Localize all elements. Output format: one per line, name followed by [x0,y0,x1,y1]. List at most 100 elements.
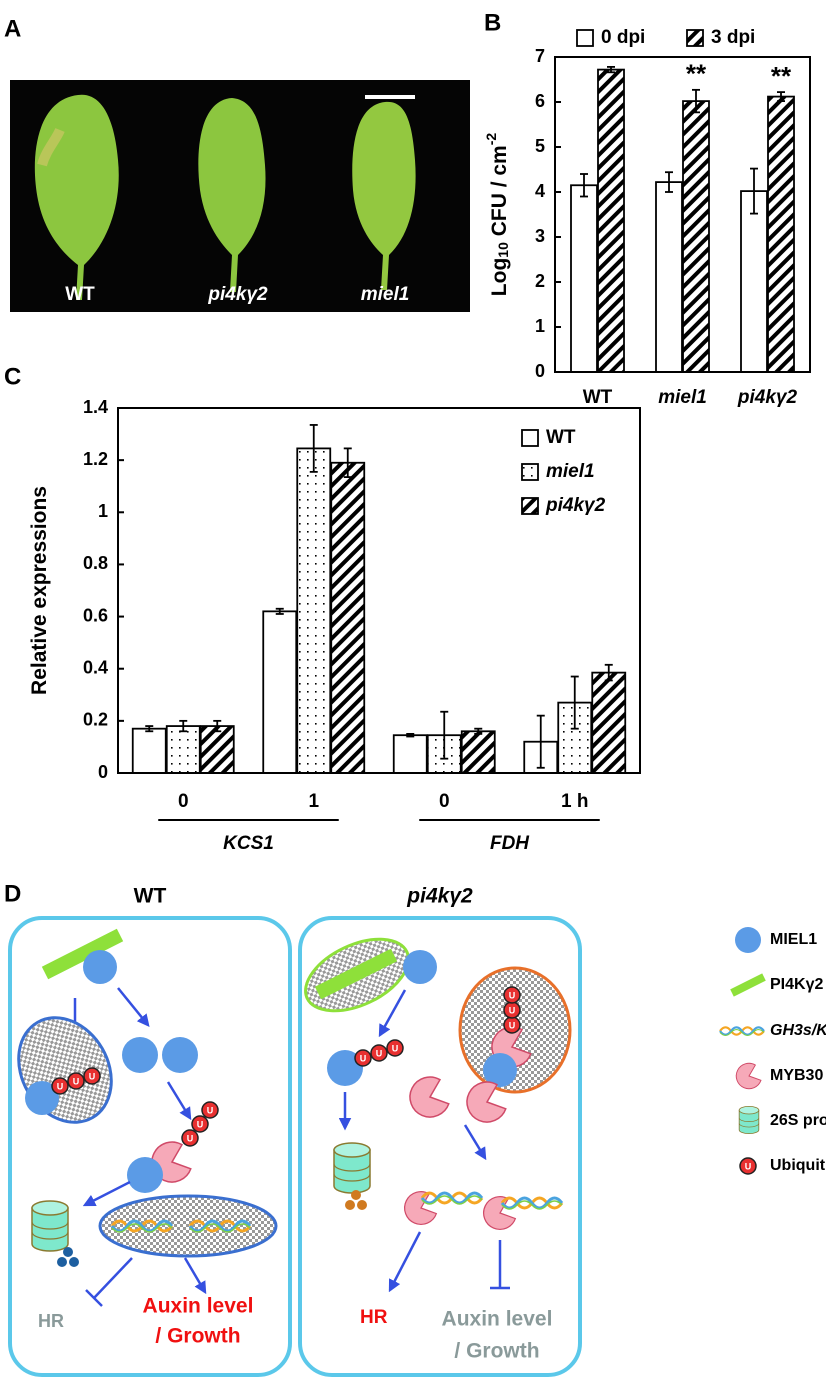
leaf-label: pi4kγ2 [207,284,268,305]
error-bar [474,727,483,735]
error-bar [343,447,352,478]
error-bar [275,607,284,615]
error-bar [580,173,588,198]
y-tick-label: 0.8 [83,553,108,573]
ubiquitin-label: U [745,1161,752,1171]
error-bar [440,710,449,760]
bar [740,190,768,373]
ubiquitin-label: U [509,1005,516,1015]
panel-label: C [4,363,21,390]
bar [131,727,167,774]
y-tick-label: 2 [535,271,545,291]
ubiquitin-circle [503,986,521,1004]
y-axis-label-part: 10 [495,242,511,258]
bar [767,95,795,373]
plot-frame [554,56,811,373]
error-bar [750,167,758,215]
ubiquitin: U [739,1157,757,1175]
bar [655,181,683,373]
error-bar [604,663,613,682]
ubiquitin-circle [83,1067,101,1085]
legend-label: 0 dpi [601,27,645,48]
y-tick-label: 0.6 [83,605,108,625]
legend-label: PI4Kγ2 [770,976,823,993]
ubiquitin-circle [67,1072,85,1090]
ubiquitin: U [191,1115,209,1133]
plot-frame [117,407,641,774]
x-tick-label: 1 [308,791,319,812]
group-label: FDH [490,833,530,854]
ubiquitin-label: U [187,1133,194,1143]
legend-label: 3 dpi [711,27,755,48]
significance-label: ** [771,61,792,91]
y-axis-label-part: CFU / cm [488,145,511,242]
ubiquitin-circle [181,1129,199,1147]
legend-label: 26S proteasome [770,1112,826,1129]
error-bar [406,732,415,738]
auxin-label: / Growth [155,1325,240,1348]
bar [262,610,298,774]
ubiquitin-circle [201,1101,219,1119]
ubiquitin-circle [386,1039,404,1057]
bar [597,68,625,373]
diagram-mutant [298,916,582,1377]
ubiquitin: U [370,1044,388,1062]
y-tick-label: 0 [535,361,545,381]
panel-label: A [4,15,21,42]
legend-swatch [521,497,539,515]
bar [296,447,332,774]
y-axis-label: Relative expressions [28,486,51,695]
y-tick-label: 3 [535,226,545,246]
error-bar [145,725,154,733]
error-bar [570,675,579,730]
legend-swatch [521,463,539,481]
ubiquitin-label: U [360,1053,367,1063]
x-tick-label: pi4kγ2 [737,387,798,408]
ubiquitin: U [503,1016,521,1034]
ubiquitin-label: U [509,990,516,1000]
legend-swatch [576,29,594,47]
hr-label: HR [38,1311,64,1331]
ubiquitin-label: U [73,1076,80,1086]
error-bar [607,66,615,74]
ubiquitin-circle [739,1157,757,1175]
ubiquitin-label: U [57,1081,64,1091]
error-bar [692,88,700,114]
legend-label: pi4kγ2 [545,495,606,516]
y-tick-label: 1 [98,501,108,521]
bar [682,100,710,373]
group-label: KCS1 [223,833,274,854]
error-bar [309,424,318,473]
y-tick-label: 6 [535,91,545,111]
legend-label: MIEL1 [770,931,817,948]
error-bar [213,719,222,733]
ubiquitin-label: U [197,1119,204,1129]
ubiquitin-label: U [207,1105,214,1115]
ubiquitin: U [67,1072,85,1090]
y-axis-label-part: Log [488,258,511,296]
ubiquitin-circle [191,1115,209,1133]
diagram-title: pi4kγ2 [406,885,473,908]
ubiquitin-circle [370,1044,388,1062]
error-bar [179,719,188,733]
legend-label: miel1 [546,461,595,482]
x-tick-label: 0 [439,791,450,812]
panel-label: B [484,9,501,36]
x-tick-label: 1 h [561,791,588,812]
auxin-label: Auxin level [143,1295,254,1318]
y-tick-label: 1 [535,316,545,336]
y-tick-label: 0.2 [83,710,108,730]
y-tick-label: 1.2 [83,449,108,469]
auxin-label: Auxin level [442,1308,553,1331]
ubiquitin-circle [51,1077,69,1095]
y-tick-label: 5 [535,136,545,156]
ubiquitin: U [386,1039,404,1057]
ubiquitin: U [354,1049,372,1067]
ubiquitin: U [201,1101,219,1119]
panel-label: D [4,880,21,907]
legend-label: MYB30 [770,1067,823,1084]
legend-swatch [521,429,539,447]
ubiquitin-circle [354,1049,372,1067]
ubiquitin-label: U [509,1020,516,1030]
